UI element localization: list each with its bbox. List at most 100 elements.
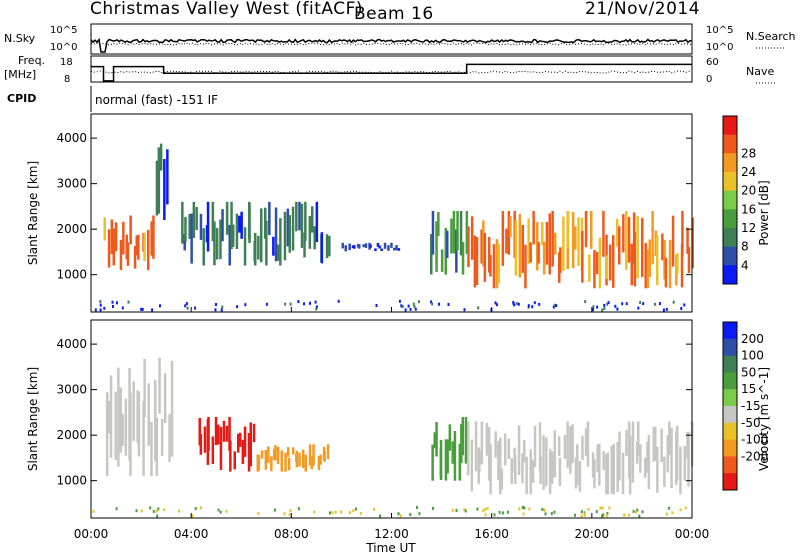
y-tick-label: 3000	[56, 177, 87, 191]
echo-cell	[631, 421, 635, 483]
echo-cell	[563, 434, 567, 459]
noise-cell	[553, 303, 556, 307]
echo-cell	[238, 215, 241, 233]
echo-cell	[276, 244, 280, 261]
echo-cell	[529, 449, 532, 495]
echo-cell	[470, 439, 474, 492]
echo-cell	[126, 242, 130, 266]
noise-cell	[297, 507, 300, 511]
noise-cell	[257, 511, 260, 515]
echo-cell	[260, 450, 264, 459]
noise-cell	[574, 513, 576, 517]
echo-cell	[270, 456, 273, 472]
noise-cell	[584, 300, 587, 304]
colorbar-swatch	[723, 456, 737, 474]
echo-cell	[279, 218, 282, 266]
x-tick-label: 08:00	[274, 527, 309, 541]
echo-cell	[103, 217, 106, 241]
noise-cell	[140, 509, 143, 513]
echo-cell	[155, 160, 159, 216]
echo-cell	[497, 441, 500, 481]
freq-unit: [MHz]	[4, 68, 36, 81]
echo-cell	[625, 211, 628, 270]
freq-tick-high: 18	[60, 57, 73, 68]
echo-cell	[593, 459, 596, 489]
echo-cell	[505, 228, 508, 254]
echo-cell	[376, 243, 380, 247]
echo-cell	[243, 227, 247, 266]
echo-cell	[686, 227, 689, 254]
freq-label: Freq.	[18, 54, 45, 67]
echo-cell	[537, 242, 540, 264]
colorbar-tick-label: 28	[741, 146, 756, 160]
echo-cell	[446, 230, 449, 259]
echo-cell	[578, 460, 582, 492]
echo-cell	[323, 451, 326, 462]
echo-cell	[470, 216, 474, 260]
noise-cell	[494, 301, 497, 305]
echo-cell	[460, 424, 463, 464]
noise-cell	[623, 513, 626, 517]
echo-cell	[119, 387, 122, 453]
colorbar-swatch	[723, 246, 737, 266]
noise-cell	[265, 302, 268, 306]
noise-cell	[99, 308, 102, 312]
echo-cell	[137, 391, 141, 457]
echo-cell	[274, 207, 278, 262]
echo-cell	[687, 431, 690, 487]
noise-cell	[595, 510, 598, 514]
echo-cell	[264, 449, 268, 470]
colorbar-swatch	[723, 406, 737, 424]
echo-cell	[328, 235, 331, 257]
echo-cell	[163, 159, 166, 220]
echo-cell	[247, 433, 251, 472]
echo-cell	[268, 201, 271, 236]
noise-cell	[163, 508, 166, 512]
noise-cell	[518, 507, 521, 511]
noise-cell	[498, 510, 501, 514]
echo-cell	[238, 432, 242, 447]
echo-cell	[228, 224, 231, 266]
echo-cell	[122, 221, 125, 255]
x-tick-label: 00:00	[74, 527, 109, 541]
freq-panel	[90, 55, 693, 83]
echo-cell	[643, 457, 647, 478]
noise-cell	[636, 508, 639, 512]
noise-cell	[553, 510, 556, 514]
nsky-tick-low: 10^0	[50, 42, 77, 53]
echo-cell	[636, 216, 639, 279]
noise-cell	[476, 507, 479, 511]
noise-cell	[653, 302, 656, 306]
echo-cell	[602, 451, 605, 471]
echo-cell	[548, 213, 551, 275]
echo-cell	[341, 242, 344, 249]
echo-cell	[433, 432, 436, 449]
nsearch-tick-high: 10^5	[706, 25, 733, 36]
echo-cell	[608, 244, 612, 281]
echo-cell	[448, 424, 452, 451]
y-tick-label: 3000	[56, 383, 87, 397]
echo-cell	[397, 248, 401, 251]
echo-cell	[480, 229, 483, 264]
power-colorbar: 28 24 20 16 12 8 4	[722, 115, 756, 285]
echo-cell	[465, 211, 469, 254]
noise-cell	[99, 300, 102, 304]
noise-cell	[417, 300, 420, 304]
noise-cell	[331, 511, 334, 515]
echo-cell	[474, 421, 478, 472]
noise-cell	[236, 305, 239, 309]
noise-cell	[289, 302, 292, 306]
echo-cell	[646, 441, 649, 473]
noise-cell	[463, 508, 466, 512]
echo-cell	[559, 247, 562, 274]
echo-cell	[566, 211, 570, 248]
echo-cell	[671, 215, 675, 267]
noise-cell	[340, 510, 342, 514]
noise-cell	[431, 506, 434, 510]
noise-cell	[544, 512, 547, 516]
noise-cell	[284, 302, 287, 306]
echo-cell	[435, 422, 438, 457]
noise-cell	[552, 305, 555, 309]
noise-cell	[303, 302, 305, 306]
echo-cell	[533, 425, 537, 468]
